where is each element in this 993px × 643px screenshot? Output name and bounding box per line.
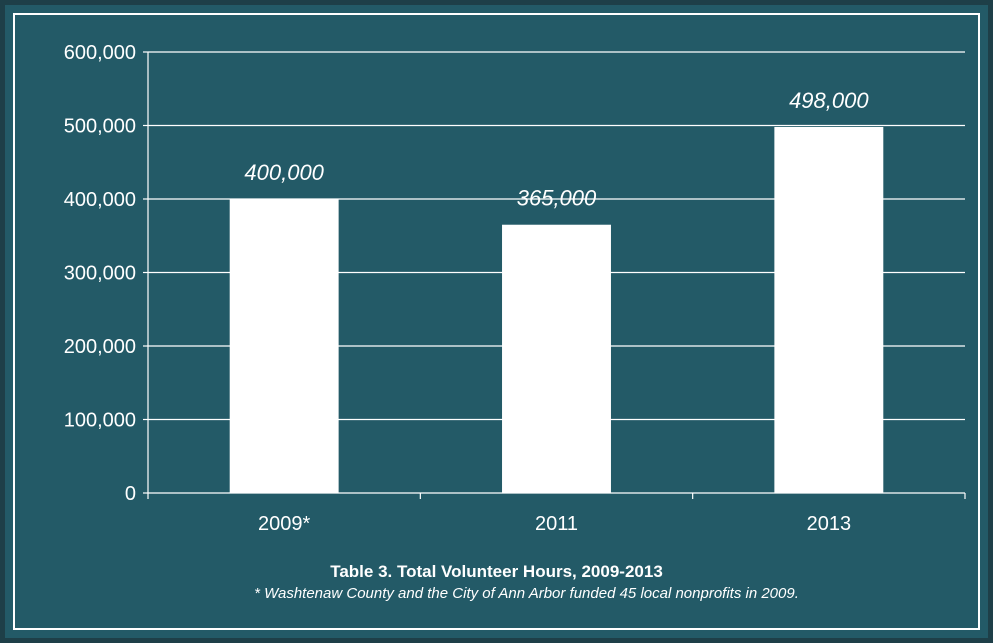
bar bbox=[229, 199, 339, 493]
x-tick-label: 2009* bbox=[258, 513, 310, 535]
x-tick-label: 2013 bbox=[807, 513, 852, 535]
inner-border bbox=[13, 13, 980, 630]
bar bbox=[774, 126, 884, 493]
chart-title: Table 3. Total Volunteer Hours, 2009-201… bbox=[330, 562, 663, 581]
y-tick-label: 100,000 bbox=[64, 410, 136, 432]
y-tick-label: 600,000 bbox=[64, 42, 136, 64]
data-label: 400,000 bbox=[244, 160, 324, 185]
chart-labels: 0 100,000 200,000 300,000 400,000 500,000 600,… bbox=[64, 42, 870, 535]
x-tick-label: 2011 bbox=[535, 513, 578, 535]
chart-footnote: * Washtenaw County and the City of Ann A… bbox=[254, 585, 799, 602]
y-tick-label: 500,000 bbox=[64, 116, 136, 138]
bars bbox=[229, 126, 884, 493]
axes bbox=[143, 51, 966, 499]
y-tick-label: 400,000 bbox=[64, 189, 136, 211]
y-tick-label: 0 bbox=[125, 483, 136, 505]
bar bbox=[502, 224, 611, 493]
data-label: 498,000 bbox=[789, 88, 869, 113]
data-label: 365,000 bbox=[517, 186, 597, 211]
y-tick-label: 300,000 bbox=[64, 263, 136, 285]
y-tick-label: 200,000 bbox=[64, 336, 136, 358]
